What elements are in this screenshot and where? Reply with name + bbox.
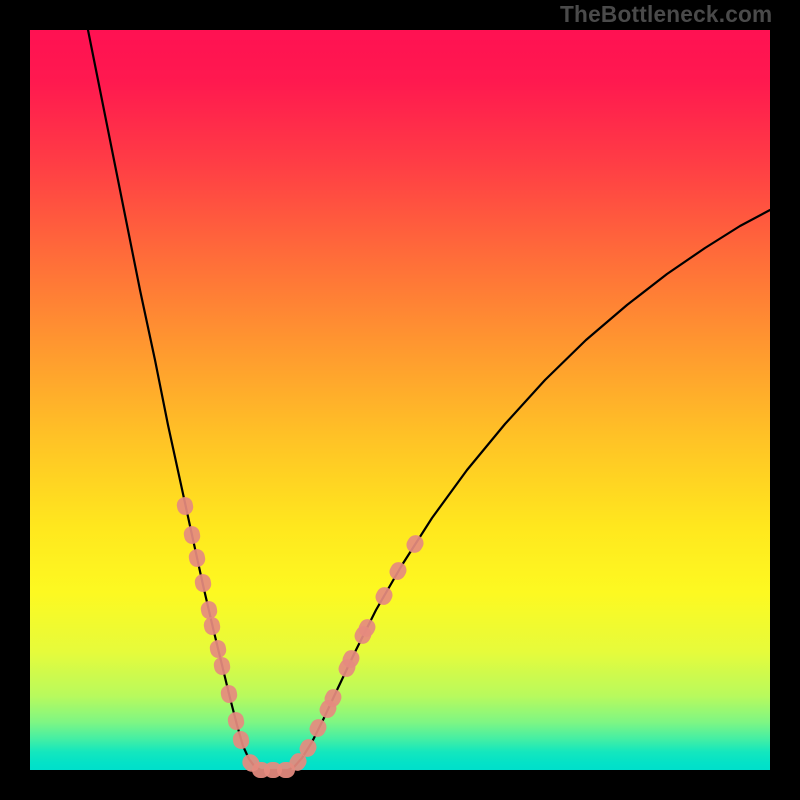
bottleneck-chart [0, 0, 800, 800]
chart-stage: TheBottleneck.com [0, 0, 800, 800]
plot-background [30, 30, 770, 770]
watermark-text: TheBottleneck.com [560, 1, 772, 28]
